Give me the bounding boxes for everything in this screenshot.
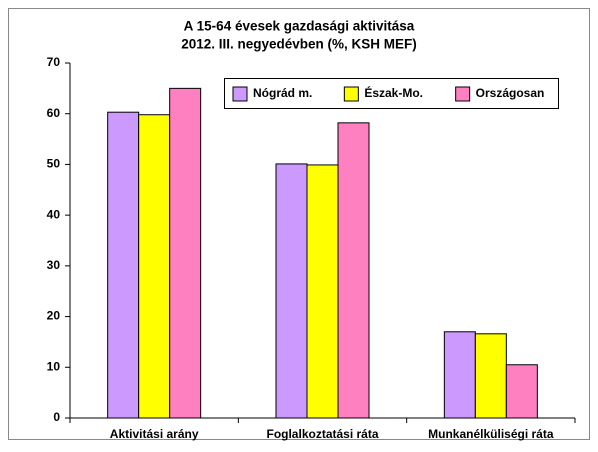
legend-box — [224, 78, 559, 109]
bar — [138, 114, 171, 419]
legend-swatch — [455, 86, 471, 102]
y-tick-label: 50 — [47, 157, 61, 171]
bar — [169, 87, 202, 419]
legend-label: Észak-Mo. — [364, 85, 423, 100]
chart-subtitle: 2012. III. negyedévben (%, KSH MEF) — [181, 37, 417, 52]
bar — [275, 163, 308, 419]
bar — [306, 164, 339, 419]
chart-title: A 15-64 évesek gazdasági aktivitása — [184, 19, 415, 34]
bar — [474, 333, 507, 419]
y-tick-label: 60 — [47, 106, 61, 120]
legend-swatch — [343, 86, 359, 102]
legend-swatch — [232, 86, 248, 102]
x-tick-label: Aktivitási arány — [110, 427, 199, 441]
y-tick-label: 20 — [47, 309, 61, 323]
bar — [107, 111, 140, 419]
y-tick-label: 30 — [47, 258, 61, 272]
y-tick-label: 70 — [47, 55, 61, 69]
bar — [505, 364, 538, 419]
legend-label: Országosan — [476, 86, 545, 100]
bar — [337, 122, 370, 419]
y-tick-label: 40 — [47, 207, 61, 221]
legend-label: Nógrád m. — [253, 86, 312, 100]
bar — [443, 331, 476, 419]
y-tick-label: 10 — [47, 359, 61, 373]
x-tick-label: Foglalkoztatási ráta — [266, 427, 378, 441]
y-tick-label: 0 — [53, 410, 60, 424]
x-tick-label: Munkanélküliségi ráta — [428, 427, 554, 441]
